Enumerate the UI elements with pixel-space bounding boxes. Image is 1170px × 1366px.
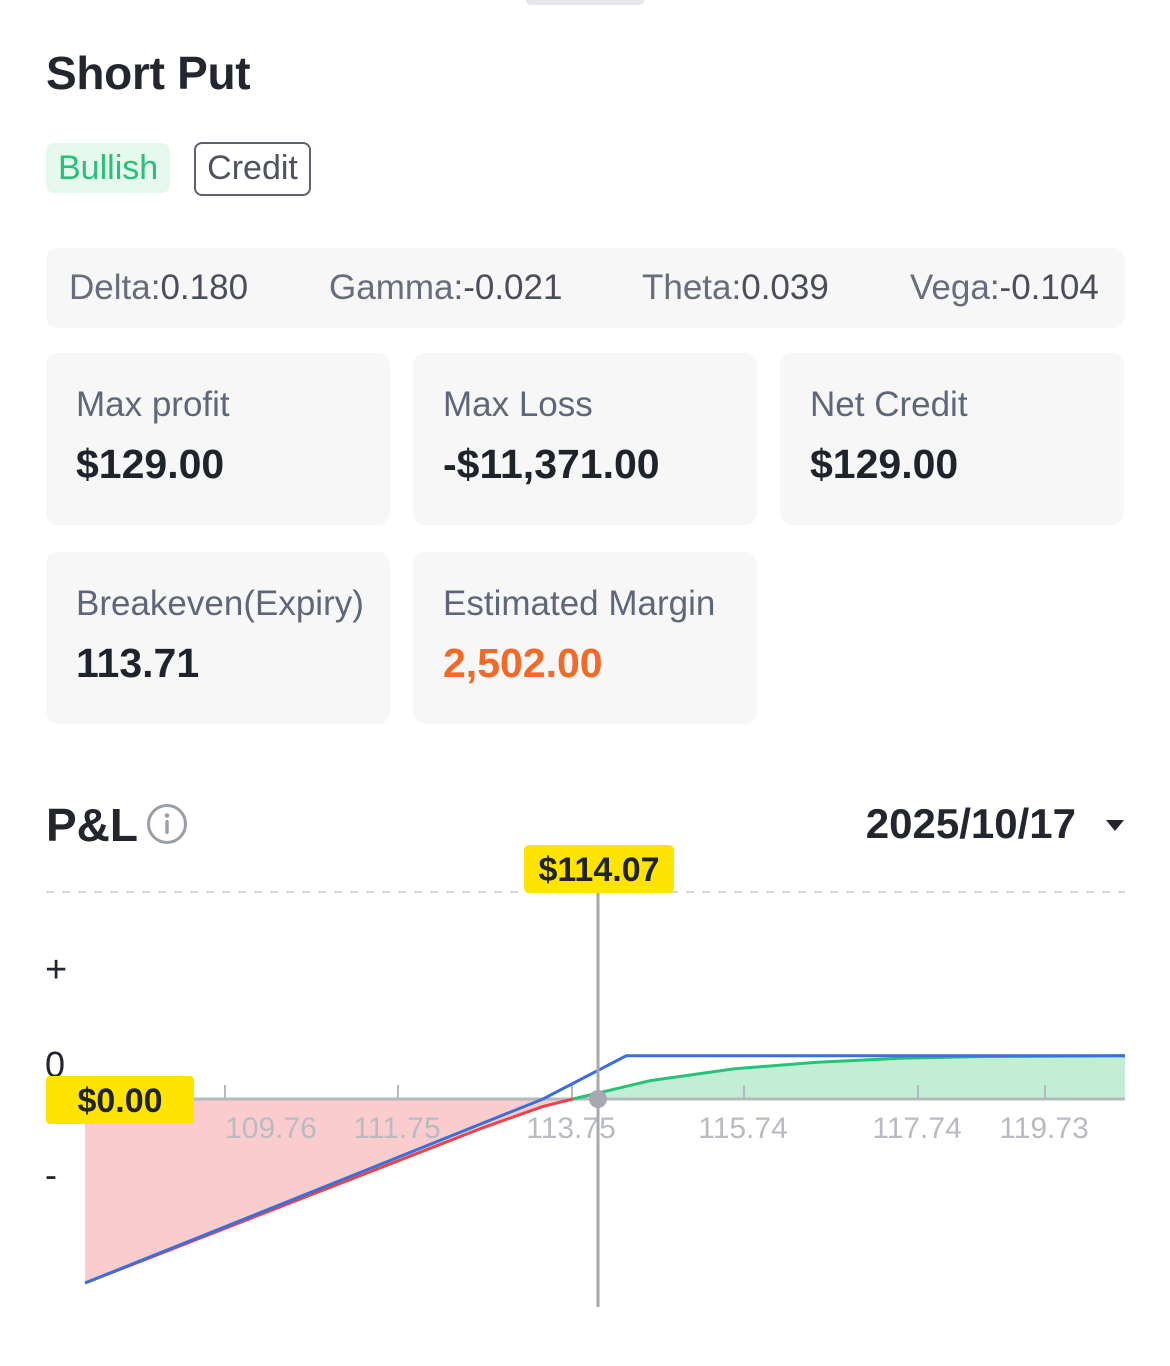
chevron-down-icon (1106, 819, 1124, 831)
x-tick-label: 111.75 (353, 1112, 440, 1145)
estimated-margin-value: 2,502.00 (443, 640, 603, 686)
greek-vega: Vega:-0.104 (910, 268, 1099, 307)
y-plus-label: + (45, 949, 67, 991)
net-credit-card: Net Credit $129.00 (780, 353, 1124, 525)
breakeven-label: Breakeven(Expiry) (76, 584, 364, 623)
x-tick-label: 117.74 (872, 1112, 962, 1145)
estimated-margin-card: Estimated Margin 2,502.00 (413, 552, 757, 724)
x-axis-tick-labels: 109.76 111.75 113.75 115.74 117.74 119.73 (225, 1112, 1089, 1145)
greek-delta: Delta:0.180 (69, 268, 249, 307)
strategy-title: Short Put (46, 47, 251, 99)
current-price-marker (524, 845, 674, 893)
max-profit-card: Max profit $129.00 (46, 353, 390, 525)
current-price-label: $114.07 (538, 851, 659, 889)
x-tick-label: 119.73 (999, 1112, 1089, 1145)
x-tick-label: 113.75 (526, 1112, 616, 1145)
max-profit-value: $129.00 (76, 441, 225, 487)
expiry-date-select[interactable]: 2025/10/17 (866, 800, 1124, 848)
today-loss-line (84, 1097, 574, 1285)
expiry-date-value: 2025/10/17 (865, 800, 1076, 847)
zero-value-marker (46, 1076, 194, 1124)
max-loss-value: -$11,371.00 (443, 441, 660, 487)
max-profit-label: Max profit (76, 385, 230, 424)
y-zero-label: 0 (45, 1044, 65, 1085)
zero-value-label: $0.00 (77, 1082, 162, 1120)
greek-gamma: Gamma:-0.021 (329, 268, 563, 307)
current-price-dot (589, 1090, 607, 1108)
bullish-tag: Bullish (46, 143, 171, 193)
profit-area (572, 1055, 1125, 1099)
estimated-margin-label: Estimated Margin (443, 584, 716, 623)
greek-theta: Theta:0.039 (642, 268, 829, 307)
max-loss-label: Max Loss (443, 385, 593, 424)
pl-chart[interactable]: 109.76 111.75 113.75 115.74 117.74 119.73 $11… (0, 840, 1170, 1320)
pl-title: P&L (46, 799, 138, 851)
x-tick-label: 115.74 (698, 1112, 788, 1145)
net-credit-value: $129.00 (810, 441, 959, 487)
greeks-bar: Delta:0.180 Gamma:-0.021 Theta:0.039 Veg… (46, 248, 1125, 328)
loss-area (85, 1099, 573, 1283)
strategy-tags: Bullish Credit (46, 142, 311, 196)
sheet-grabber[interactable] (526, 0, 644, 5)
credit-tag: Credit (194, 142, 311, 196)
expiry-payoff-line (84, 1054, 1125, 1285)
y-minus-label: - (45, 1154, 57, 1195)
breakeven-value: 113.71 (76, 640, 200, 686)
x-tick-label: 109.76 (225, 1112, 317, 1145)
info-icon[interactable] (146, 803, 188, 845)
net-credit-label: Net Credit (810, 385, 968, 424)
breakeven-card: Breakeven(Expiry) 113.71 (46, 552, 390, 724)
max-loss-card: Max Loss -$11,371.00 (413, 353, 757, 525)
x-axis-tick-marks (224, 1085, 1046, 1099)
